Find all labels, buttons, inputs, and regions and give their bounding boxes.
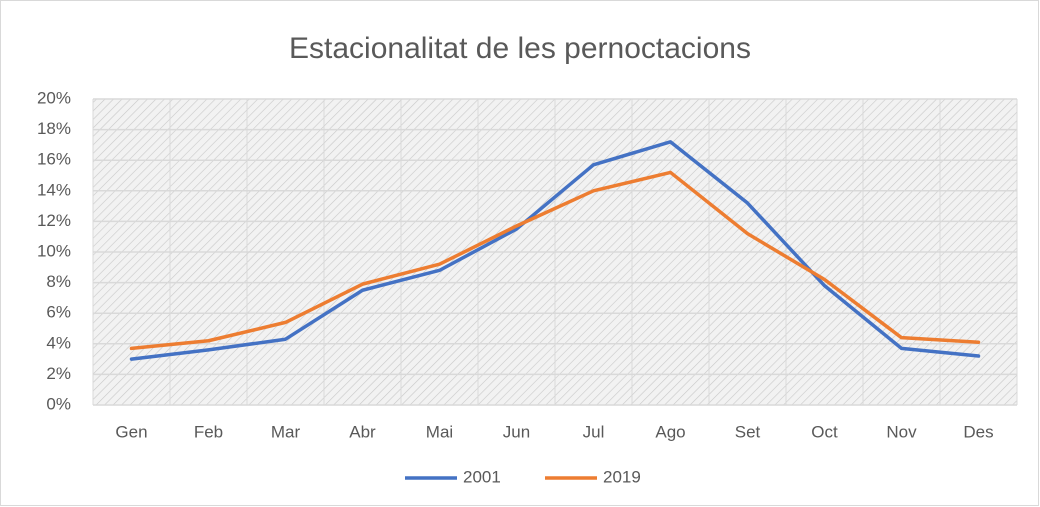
x-tick-label: Jun: [503, 422, 530, 441]
legend-label: 2001: [463, 467, 501, 486]
y-tick-label: 0%: [46, 394, 71, 413]
x-tick-label: Oct: [811, 422, 838, 441]
y-tick-label: 18%: [37, 119, 71, 138]
y-tick-label: 12%: [37, 211, 71, 230]
y-tick-label: 8%: [46, 272, 71, 291]
series-line: [129, 170, 981, 351]
x-tick-label: Feb: [194, 422, 223, 441]
x-tick-label: Ago: [655, 422, 685, 441]
x-tick-label: Mai: [426, 422, 453, 441]
x-tick-label: Des: [963, 422, 993, 441]
y-tick-label: 4%: [46, 333, 71, 352]
legend-label: 2019: [603, 467, 641, 486]
x-tick-label: Abr: [349, 422, 376, 441]
y-tick-label: 16%: [37, 150, 71, 169]
y-tick-label: 14%: [37, 180, 71, 199]
x-tick-label: Jul: [583, 422, 605, 441]
y-tick-label: 10%: [37, 241, 71, 260]
x-tick-label: Set: [735, 422, 761, 441]
y-tick-label: 6%: [46, 303, 71, 322]
x-tick-label: Nov: [886, 422, 917, 441]
y-tick-label: 2%: [46, 364, 71, 383]
chart-title: Estacionalitat de les pernoctacions: [289, 32, 751, 65]
x-tick-label: Gen: [115, 422, 147, 441]
x-tick-label: Mar: [271, 422, 301, 441]
series-line: [129, 140, 981, 361]
y-tick-label: 20%: [37, 88, 71, 107]
